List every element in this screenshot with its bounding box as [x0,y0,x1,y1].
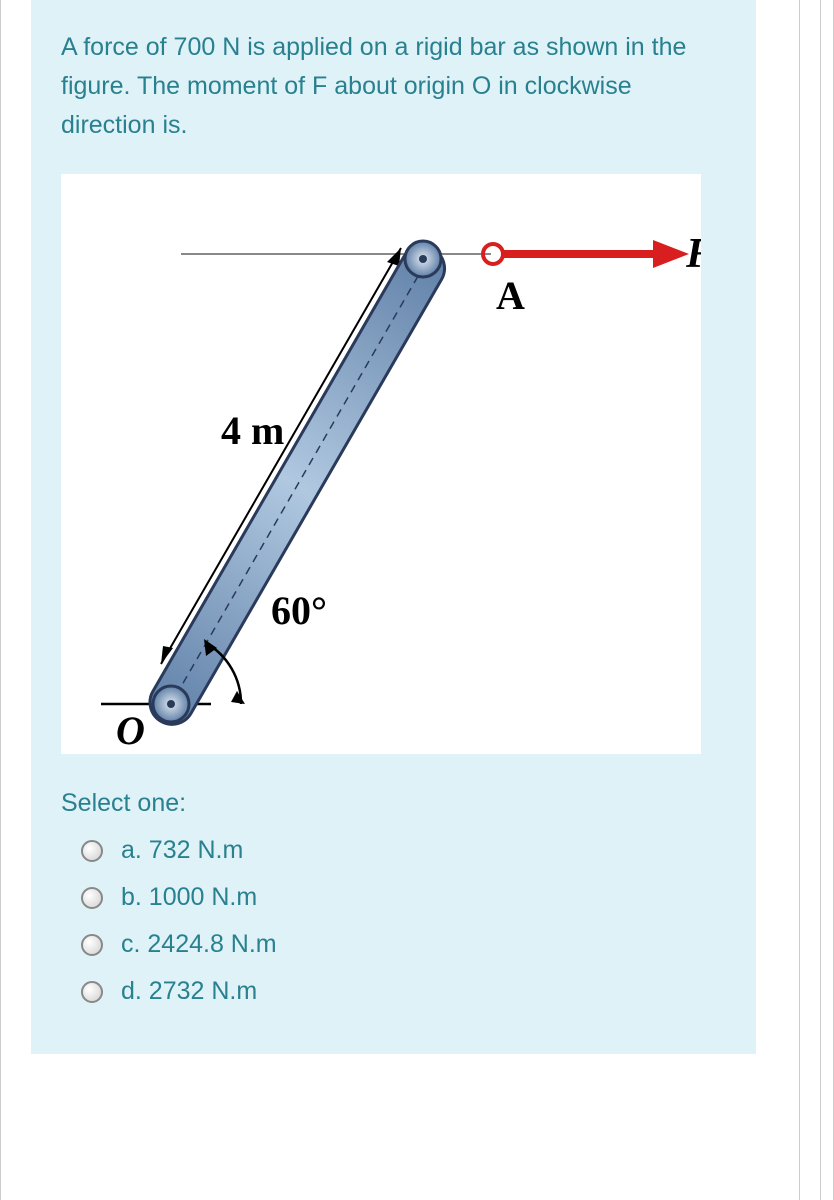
label-length: 4 m [221,408,284,453]
right-border-strip [820,0,834,1200]
figure-container: F A 4 m 60° O [61,174,701,754]
option-b-label: b. 1000 N.m [121,883,257,912]
option-d[interactable]: d. 2732 N.m [61,977,726,1006]
radio-d[interactable] [81,981,103,1003]
label-a: A [496,273,525,318]
force-arrow-head [653,240,689,268]
option-d-label: d. 2732 N.m [121,977,257,1006]
pin-o-center [167,700,175,708]
page-container: A force of 700 N is applied on a rigid b… [0,0,800,1200]
select-one-label: Select one: [61,789,726,818]
question-text: A force of 700 N is applied on a rigid b… [61,28,726,144]
angle-arrow-bottom [231,691,245,704]
radio-a[interactable] [81,840,103,862]
pin-a-center [419,255,427,263]
option-a-label: a. 732 N.m [121,836,243,865]
question-card: A force of 700 N is applied on a rigid b… [31,0,756,1054]
label-angle: 60° [271,588,327,633]
bar-group [142,239,453,733]
radio-b[interactable] [81,887,103,909]
option-a[interactable]: a. 732 N.m [61,836,726,865]
radio-c[interactable] [81,934,103,956]
label-o: O [116,708,145,753]
option-c[interactable]: c. 2424.8 N.m [61,930,726,959]
option-b[interactable]: b. 1000 N.m [61,883,726,912]
option-c-label: c. 2424.8 N.m [121,930,277,959]
label-f: F [685,231,701,277]
diagram-svg: F A 4 m 60° O [61,174,701,754]
